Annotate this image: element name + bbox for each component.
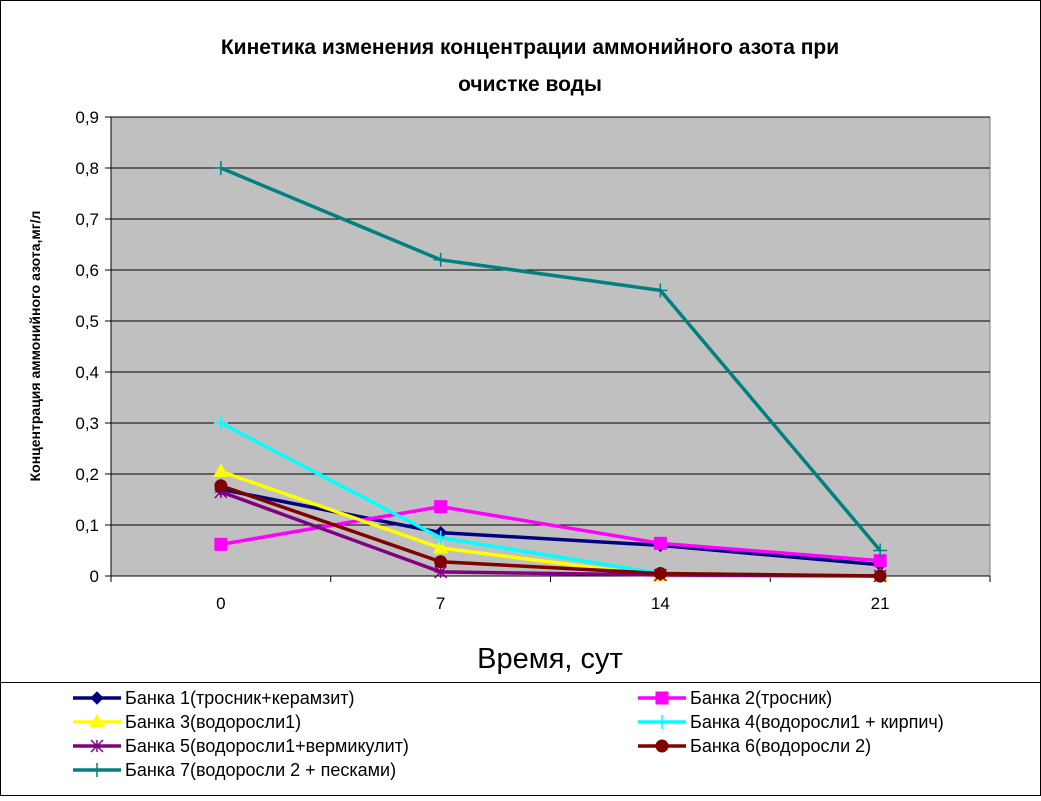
series-7 — [213, 161, 888, 558]
legend-swatch-marker — [90, 691, 104, 705]
series-point — [433, 530, 448, 545]
legend-label: Банка 4(водоросли1 + кирпич) — [690, 712, 944, 732]
legend-label: Банка 2(тросник) — [690, 688, 832, 708]
y-tick-label: 0,6 — [75, 261, 99, 280]
legend-swatch-marker — [89, 714, 105, 728]
y-tick-label: 0,4 — [75, 363, 99, 382]
legend-swatch-marker — [655, 739, 669, 753]
y-tick-label: 0,2 — [75, 465, 99, 484]
y-tick-label: 0,7 — [75, 210, 99, 229]
y-tick-label: 0,1 — [75, 516, 99, 535]
series-point — [433, 252, 448, 267]
legend-swatch-marker — [90, 763, 104, 777]
axes: 0 0,1 0,2 0,3 0,4 0,5 0,6 0,7 0,8 0,9 0 7 14 21 — [75, 108, 991, 613]
legend-label: Банка 6(водоросли 2) — [690, 736, 871, 756]
legend-swatch-marker — [655, 691, 669, 705]
legend-label: Банка 5(водоросли1+вермикулит) — [125, 736, 409, 756]
series-point — [653, 566, 667, 580]
y-axis-label: Концентрация аммонийного азота,мг/л — [27, 211, 43, 482]
legend-item: Банка 3(водоросли1) — [73, 712, 301, 732]
series-6 — [214, 479, 887, 583]
legend-label: Банка 7(водоросли 2 + песками) — [125, 760, 396, 780]
x-tick-label: 0 — [216, 594, 225, 613]
legend-label: Банка 1(тросник+керамзит) — [125, 688, 355, 708]
series-line — [220, 166, 882, 552]
x-axis-label: Время, сут — [477, 643, 623, 675]
legend-item: Банка 5(водоросли1+вермикулит) — [73, 736, 409, 756]
legend-item: Банка 2(тросник) — [638, 688, 832, 708]
legend-item: Банка 4(водоросли1 + кирпич) — [638, 712, 944, 732]
series-point — [653, 283, 668, 298]
x-tick-label: 21 — [871, 594, 890, 613]
grid-lines — [111, 116, 990, 526]
y-tick-label: 0 — [90, 567, 99, 586]
legend-item: Банка 6(водоросли 2) — [638, 736, 871, 756]
legend: Банка 1(тросник+керамзит) Банка 2(тросник… — [73, 688, 944, 780]
y-tick-label: 0,5 — [75, 312, 99, 331]
y-tick-label: 0,8 — [75, 159, 99, 178]
series-point — [434, 500, 448, 514]
series-point — [214, 537, 228, 551]
chart-title-line-2: очистке воды — [458, 73, 602, 96]
series-point — [213, 416, 228, 430]
chart-title-line-1: Кинетика изменения концентрации аммонийн… — [221, 36, 839, 59]
series-point — [213, 161, 228, 175]
series-layer — [213, 161, 888, 583]
series-point — [214, 479, 228, 493]
y-tick-label: 0,3 — [75, 414, 99, 433]
series-point — [434, 565, 448, 579]
legend-swatch-marker — [655, 715, 669, 729]
x-tick-label: 7 — [436, 594, 445, 613]
series-point — [653, 536, 667, 550]
series-point — [873, 543, 888, 558]
series-point — [434, 555, 448, 569]
series-point — [873, 569, 887, 583]
x-tick-label: 14 — [651, 594, 670, 613]
series-line — [220, 484, 881, 578]
legend-item: Банка 7(водоросли 2 + песками) — [73, 760, 396, 780]
legend-item: Банка 1(тросник+керамзит) — [73, 688, 355, 708]
series-point — [432, 539, 449, 554]
series-point — [213, 463, 229, 477]
legend-swatch-marker — [90, 739, 104, 753]
plot-area — [110, 116, 991, 577]
y-tick-label: 0,9 — [75, 108, 99, 127]
legend-label: Банка 3(водоросли1) — [125, 712, 301, 732]
